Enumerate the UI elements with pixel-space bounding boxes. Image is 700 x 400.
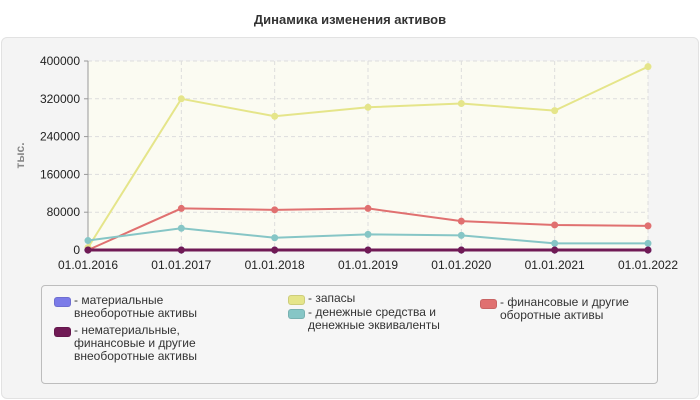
data-point bbox=[84, 237, 92, 245]
data-point bbox=[271, 234, 279, 242]
y-tick-label: 400000 bbox=[40, 54, 80, 68]
x-tick-label: 01.01.2019 bbox=[338, 258, 398, 272]
legend-item[interactable]: - материальные внеоборотные активы bbox=[54, 294, 234, 320]
legend-label: - нематериальные, финансовые и другие вн… bbox=[74, 323, 197, 363]
data-point bbox=[364, 246, 372, 254]
legend-label: - денежные средства и денежные эквивален… bbox=[308, 305, 440, 332]
data-point bbox=[551, 107, 559, 115]
y-tick-label: 0 bbox=[73, 243, 80, 257]
legend-item[interactable]: - запасы bbox=[288, 292, 463, 305]
x-tick-label: 01.01.2017 bbox=[151, 258, 211, 272]
data-point bbox=[177, 224, 185, 232]
y-tick-label: 160000 bbox=[40, 167, 80, 181]
data-point bbox=[644, 222, 652, 230]
data-point bbox=[457, 100, 465, 108]
data-point bbox=[364, 204, 372, 212]
legend-item[interactable]: - нематериальные, финансовые и другие вн… bbox=[54, 324, 234, 363]
data-point bbox=[84, 246, 92, 254]
data-point bbox=[644, 246, 652, 254]
data-point bbox=[271, 112, 279, 120]
x-tick-label: 01.01.2021 bbox=[525, 258, 585, 272]
data-point bbox=[364, 230, 372, 238]
legend-swatch bbox=[54, 327, 71, 337]
data-point bbox=[457, 217, 465, 225]
data-point bbox=[177, 246, 185, 254]
legend-item[interactable]: - финансовые и другие оборотные активы bbox=[480, 296, 640, 322]
legend-swatch bbox=[288, 295, 305, 305]
data-point bbox=[457, 231, 465, 239]
legend-swatch bbox=[54, 297, 71, 307]
legend-swatch bbox=[480, 299, 497, 309]
data-point bbox=[457, 246, 465, 254]
data-point bbox=[551, 239, 559, 247]
data-point bbox=[644, 63, 652, 71]
data-point bbox=[271, 246, 279, 254]
data-point bbox=[551, 221, 559, 229]
legend-item[interactable]: - денежные средства и денежные эквивален… bbox=[288, 306, 463, 332]
data-point bbox=[271, 206, 279, 214]
y-tick-label: 80000 bbox=[47, 205, 81, 219]
y-tick-label: 320000 bbox=[40, 92, 80, 106]
x-tick-label: 01.01.2022 bbox=[618, 258, 678, 272]
x-tick-label: 01.01.2018 bbox=[245, 258, 305, 272]
data-point bbox=[364, 103, 372, 111]
legend-label: - запасы bbox=[308, 291, 356, 305]
x-tick-label: 01.01.2016 bbox=[58, 258, 118, 272]
y-axis-label: тыс. bbox=[13, 142, 27, 168]
x-tick-label: 01.01.2020 bbox=[431, 258, 491, 272]
data-point bbox=[177, 95, 185, 103]
legend-label: - финансовые и другие оборотные активы bbox=[500, 295, 629, 322]
data-point bbox=[551, 246, 559, 254]
legend-swatch bbox=[288, 309, 305, 319]
legend-label: - материальные внеоборотные активы bbox=[74, 293, 197, 320]
data-point bbox=[644, 239, 652, 247]
y-tick-label: 240000 bbox=[40, 130, 80, 144]
chart-title: Динамика изменения активов bbox=[253, 12, 447, 27]
data-point bbox=[177, 204, 185, 212]
chart-legend: - материальные внеоборотные активы - нема… bbox=[41, 285, 658, 384]
